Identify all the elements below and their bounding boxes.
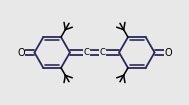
Text: O: O [164, 47, 172, 58]
Text: C: C [83, 48, 89, 57]
Text: C: C [100, 48, 106, 57]
Text: O: O [17, 47, 25, 58]
